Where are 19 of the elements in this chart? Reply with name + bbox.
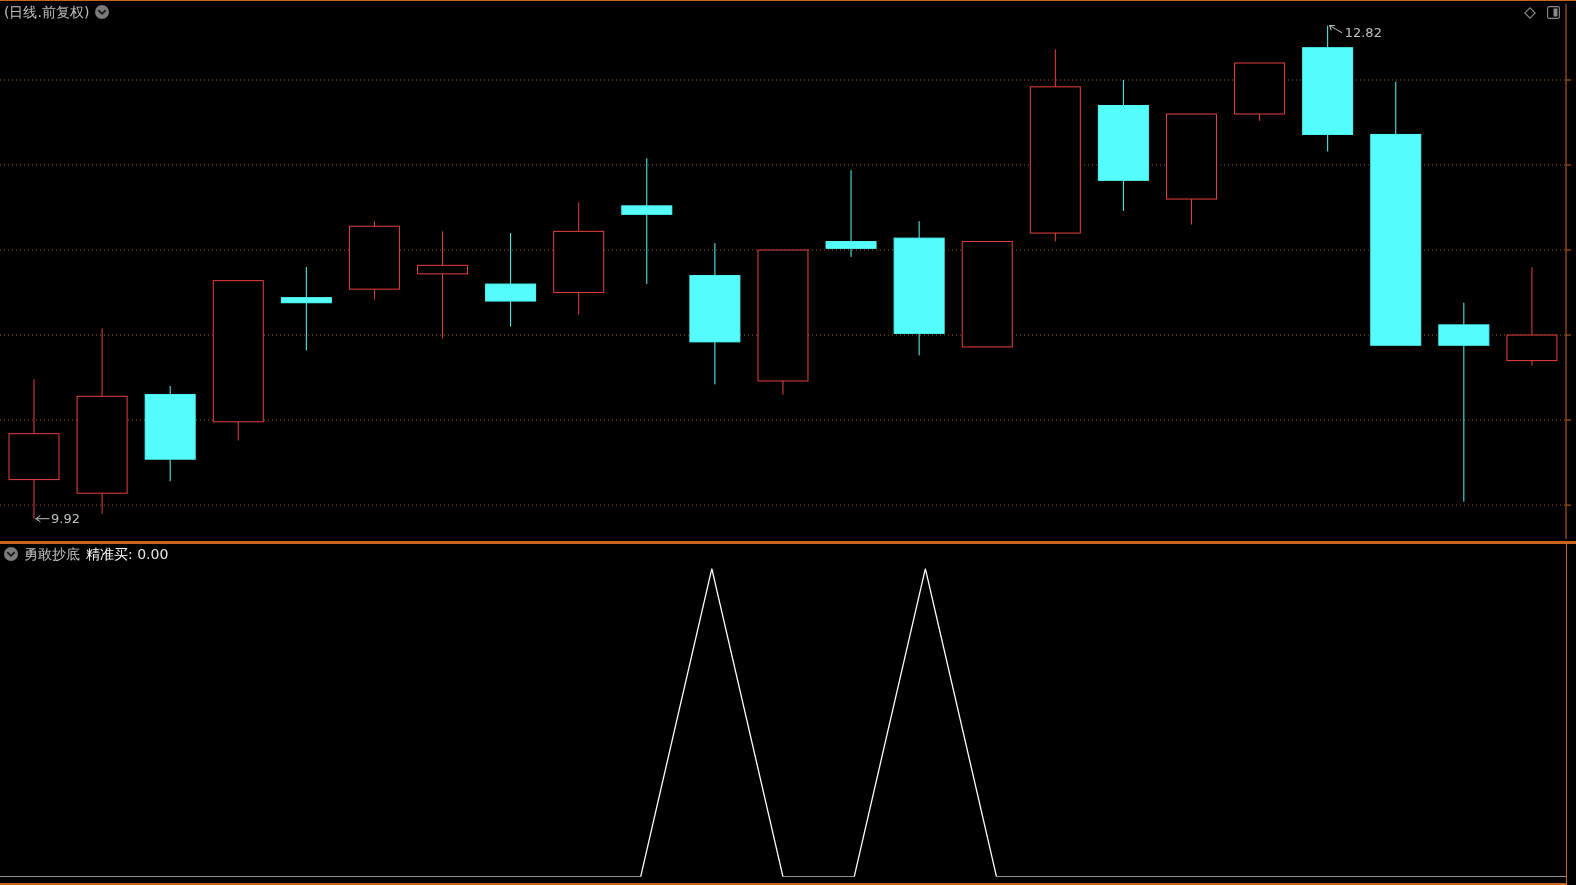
- candlestick: [485, 232, 537, 328]
- annotation: 12.82: [1344, 25, 1382, 41]
- candlestick: [553, 201, 605, 316]
- candlestick: [621, 157, 673, 285]
- candlestick: [76, 327, 128, 515]
- candlestick: [348, 220, 400, 300]
- chart-title: 勇敢抄底: [24, 546, 80, 562]
- chart-title: (日线.前复权): [4, 4, 90, 20]
- candlestick: [1097, 79, 1149, 212]
- candlestick: [1438, 302, 1490, 503]
- text: 精准买: [86, 546, 128, 562]
- candlestick: [825, 169, 877, 258]
- annotation: 9.92: [51, 511, 80, 527]
- candlestick: [1506, 266, 1558, 367]
- candlestick: [417, 230, 469, 339]
- candlestick: [893, 220, 945, 356]
- candlestick: [280, 266, 332, 351]
- text: : 0.00: [128, 546, 169, 562]
- candlestick: [689, 242, 741, 385]
